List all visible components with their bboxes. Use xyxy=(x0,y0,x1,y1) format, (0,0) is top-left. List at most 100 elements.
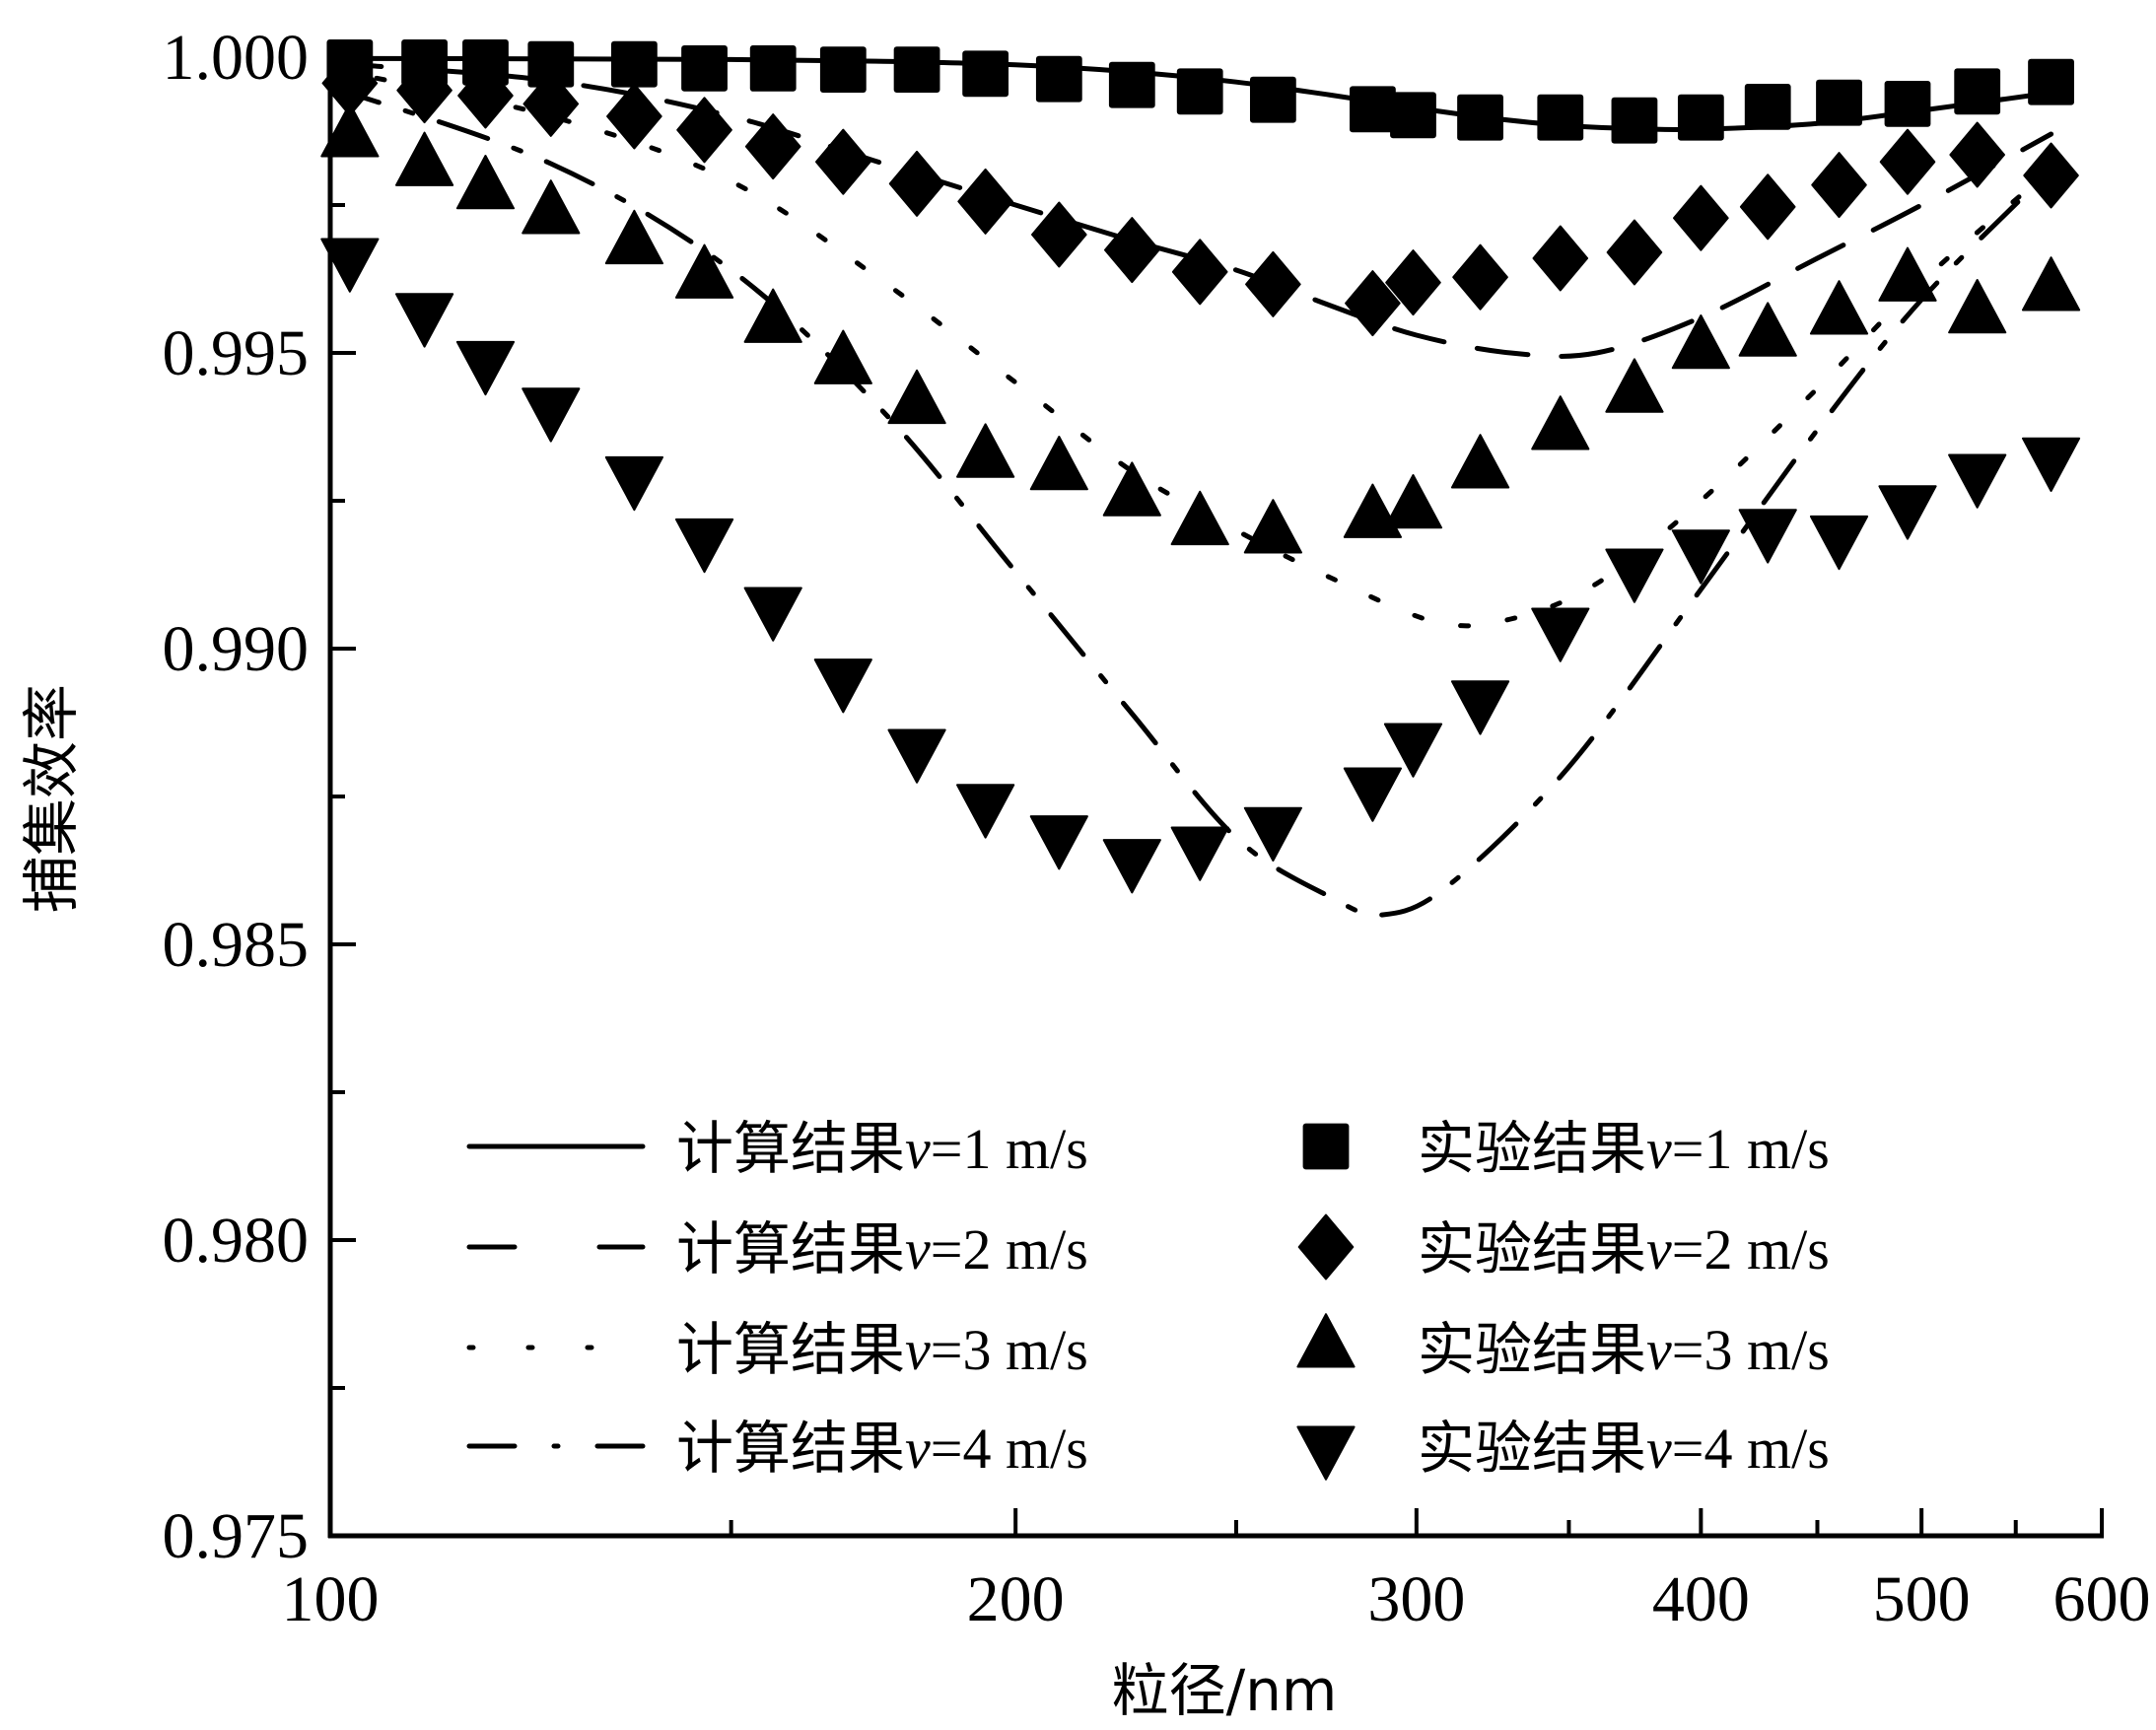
legend-marker-triangle-down xyxy=(1296,1425,1356,1481)
data-point-triangle-up xyxy=(394,131,454,186)
x-axis-title-text: 粒径/nm xyxy=(1112,1657,1338,1724)
data-point-diamond xyxy=(744,113,801,180)
legend-label-var: v xyxy=(1646,1417,1672,1481)
data-point-square xyxy=(1390,92,1436,139)
data-point-square xyxy=(1744,84,1791,130)
legend-label: 计算结果v=4 m/s xyxy=(676,1415,1088,1482)
data-point-triangle-down xyxy=(1450,680,1510,735)
data-point-diamond xyxy=(1245,250,1301,317)
data-point-triangle-down xyxy=(1383,723,1443,778)
data-point-square xyxy=(1176,68,1223,115)
data-point-triangle-up xyxy=(1948,279,2007,334)
x-tick-label: 200 xyxy=(967,1563,1065,1635)
legend-label-prefix: 实验结果 xyxy=(1418,1115,1646,1182)
data-point-triangle-down xyxy=(1738,509,1797,564)
legend-label-prefix: 实验结果 xyxy=(1418,1215,1646,1282)
experimental-series-triangle-up xyxy=(320,103,2081,554)
legend-marker-triangle-up xyxy=(1296,1313,1356,1368)
data-point-triangle-up xyxy=(320,103,380,158)
data-point-triangle-up xyxy=(1343,483,1402,538)
data-point-triangle-down xyxy=(522,387,581,443)
data-point-triangle-down xyxy=(1029,815,1088,870)
legend-item: 计算结果v=1 m/s xyxy=(466,1115,1088,1182)
data-point-triangle-down xyxy=(320,238,380,293)
data-point-triangle-down xyxy=(1948,453,2007,509)
data-point-square xyxy=(1954,68,2001,115)
data-point-triangle-up xyxy=(2021,256,2081,311)
legend-label-var: v xyxy=(1646,1217,1672,1281)
legend-label-prefix: 计算结果 xyxy=(676,1115,905,1182)
data-point-triangle-down xyxy=(1170,826,1229,881)
legend-label-var: v xyxy=(1646,1117,1672,1181)
data-point-diamond xyxy=(1532,225,1589,292)
data-point-triangle-up xyxy=(1450,434,1510,489)
data-point-triangle-down xyxy=(813,658,872,714)
legend-label-prefix: 计算结果 xyxy=(676,1415,905,1482)
data-point-triangle-down xyxy=(1878,485,1937,540)
data-point-square xyxy=(819,46,867,93)
legend-label-suffix: =1 m/s xyxy=(931,1117,1088,1181)
data-point-square xyxy=(893,46,940,93)
calculated-curve-v3 xyxy=(327,66,2054,629)
legend-item: 实验结果v=3 m/s xyxy=(1296,1313,1830,1383)
data-point-square xyxy=(462,39,509,86)
legend-label-suffix: =2 m/s xyxy=(1672,1217,1830,1281)
legend-label-prefix: 实验结果 xyxy=(1418,1415,1646,1482)
data-point-square xyxy=(681,45,728,92)
legend-item: 计算结果v=4 m/s xyxy=(466,1415,1088,1482)
calculated-curve-v4 xyxy=(327,84,2054,918)
data-point-triangle-down xyxy=(887,728,946,784)
legend-label-suffix: =4 m/s xyxy=(1672,1417,1830,1481)
legend-marker-square xyxy=(1302,1123,1350,1170)
legend-item: 实验结果v=1 m/s xyxy=(1302,1115,1830,1182)
data-point-triangle-down xyxy=(674,518,734,574)
data-point-square xyxy=(1108,61,1155,108)
legend-label-suffix: =1 m/s xyxy=(1672,1117,1830,1181)
data-point-square xyxy=(1249,76,1296,123)
legend-label: 计算结果v=3 m/s xyxy=(676,1316,1088,1383)
data-point-diamond xyxy=(1452,243,1508,311)
experimental-series-triangle-down xyxy=(320,238,2081,894)
legend-label-suffix: =2 m/s xyxy=(931,1217,1088,1281)
data-point-triangle-up xyxy=(1383,474,1443,529)
legend-label: 实验结果v=2 m/s xyxy=(1418,1215,1830,1282)
data-point-triangle-down xyxy=(2021,437,2081,492)
data-point-diamond xyxy=(1385,249,1441,316)
data-point-diamond xyxy=(1171,239,1228,306)
data-point-diamond xyxy=(1811,152,1867,219)
legend-label-suffix: =3 m/s xyxy=(931,1318,1088,1382)
data-point-diamond xyxy=(888,150,945,217)
data-point-triangle-up xyxy=(1671,314,1730,370)
data-point-square xyxy=(527,40,575,88)
data-point-diamond xyxy=(1673,184,1729,251)
data-point-triangle-up xyxy=(1243,499,1302,554)
calculated-curves xyxy=(327,55,2054,918)
legend-label-var: v xyxy=(905,1318,931,1382)
data-point-triangle-down xyxy=(604,455,663,512)
y-tick-label: 0.985 xyxy=(163,909,310,981)
x-tick-label: 500 xyxy=(1873,1563,1971,1635)
data-point-square xyxy=(2028,58,2074,105)
legend-label-var: v xyxy=(905,1117,931,1181)
legend-label-var: v xyxy=(905,1417,931,1481)
data-point-triangle-up xyxy=(604,209,663,265)
x-tick-label: 400 xyxy=(1652,1563,1750,1635)
legend-label: 实验结果v=4 m/s xyxy=(1418,1415,1830,1482)
legend-item: 计算结果v=2 m/s xyxy=(466,1215,1088,1282)
data-point-triangle-down xyxy=(1243,806,1302,862)
x-tick-label: 300 xyxy=(1367,1563,1465,1635)
x-tick-label: 600 xyxy=(2053,1563,2151,1635)
data-point-triangle-up xyxy=(1170,490,1229,546)
data-point-triangle-down xyxy=(1605,548,1664,603)
data-point-square xyxy=(1035,55,1082,103)
y-tick-label: 1.000 xyxy=(163,22,310,94)
data-point-triangle-up xyxy=(1531,395,1590,450)
data-point-triangle-up xyxy=(455,155,516,210)
data-point-triangle-up xyxy=(1738,302,1797,357)
data-point-square xyxy=(749,45,797,92)
data-point-diamond xyxy=(1104,217,1160,284)
data-point-diamond xyxy=(1606,219,1663,286)
data-point-triangle-up xyxy=(813,329,872,384)
data-point-diamond xyxy=(676,97,732,164)
data-point-triangle-down xyxy=(455,340,516,396)
